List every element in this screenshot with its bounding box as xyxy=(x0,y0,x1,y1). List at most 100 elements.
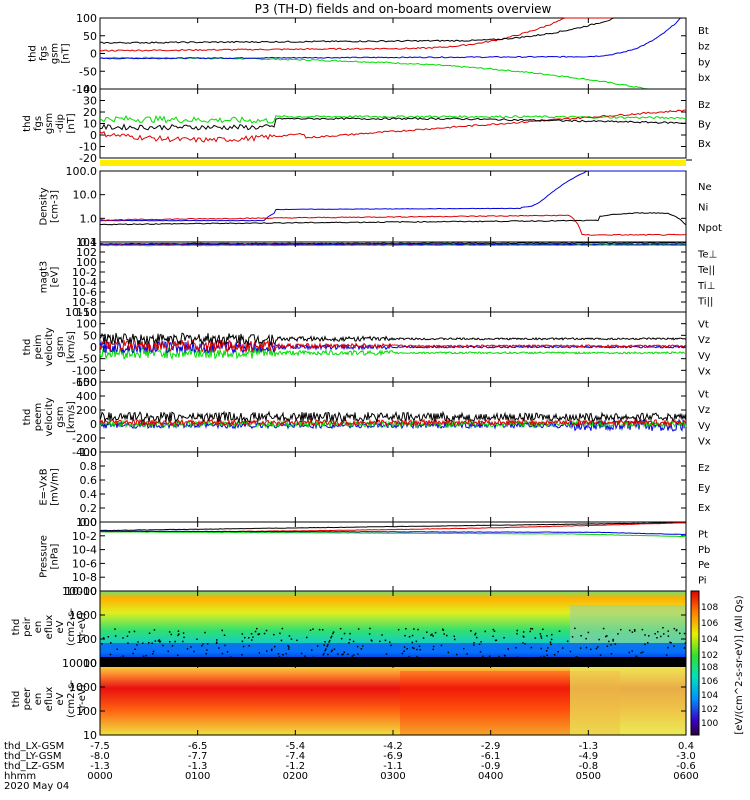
p9-speck xyxy=(612,638,614,641)
p9-speck xyxy=(656,637,658,639)
p9-speck xyxy=(331,649,333,652)
p9-speck xyxy=(562,647,564,649)
p9-speck xyxy=(540,637,543,639)
footer-row-label: thd_LZ-GSM xyxy=(4,761,65,772)
p9-speck xyxy=(389,641,391,643)
p9-speck xyxy=(273,633,275,636)
series-ne xyxy=(99,214,687,236)
footer-value: 0500 xyxy=(576,771,601,782)
p9-speck xyxy=(642,651,644,653)
y-tick-label: -150 xyxy=(72,376,97,389)
y-tick-label: 0 xyxy=(90,418,97,431)
p9-speck xyxy=(280,639,283,642)
p9-speck xyxy=(654,633,656,635)
y-tick-label: 104 xyxy=(76,236,97,249)
p9-speck xyxy=(522,631,525,633)
y-axis-label: en xyxy=(33,693,44,706)
footer-value: -1.3 xyxy=(90,761,110,772)
p9-speck xyxy=(304,655,306,657)
p9-speck xyxy=(290,638,293,640)
y-axis-label: thd xyxy=(22,339,33,356)
panel-p9: 10000 1000 100 10 thd peir en eflux eV (cm2-s-sr-… xyxy=(11,585,687,670)
p2-frame xyxy=(99,88,687,159)
series-pi xyxy=(99,530,687,536)
colorbar-tick: 108 xyxy=(701,663,718,673)
p9-speck xyxy=(322,654,325,656)
p9-speck xyxy=(595,647,598,650)
p9-speck xyxy=(539,656,542,658)
y-tick-label: 1000 xyxy=(69,681,97,694)
p9-speck xyxy=(405,628,407,630)
p9-speck xyxy=(667,630,669,632)
p9-speck xyxy=(327,656,330,659)
p9-speck xyxy=(558,630,561,632)
p9-speck xyxy=(602,627,605,630)
y-tick-label: 10-4 xyxy=(72,544,97,557)
p9-speck xyxy=(159,641,161,643)
p9-speck xyxy=(403,646,406,648)
y-axis-label: (cm2-s- xyxy=(66,680,77,718)
legend-te⊥: Te⊥ xyxy=(697,250,717,261)
y-tick-label: 10-10 xyxy=(65,306,97,319)
y-axis-label: eV xyxy=(55,692,66,705)
p9-speck xyxy=(116,648,118,650)
y-tick-label: 10-4 xyxy=(72,276,97,289)
y-axis-label: thd xyxy=(22,409,33,426)
y-tick-label: 30 xyxy=(83,95,97,108)
series-bx xyxy=(99,17,686,60)
colorbar-tick: 102 xyxy=(701,651,718,661)
legend-ti||: Ti|| xyxy=(697,296,713,307)
y-tick-label: 10-6 xyxy=(72,286,97,299)
p9-speck xyxy=(330,650,333,653)
p9-speck xyxy=(530,627,532,630)
p9-speck xyxy=(493,630,496,632)
p9-speck xyxy=(169,641,171,643)
p9-speck xyxy=(323,652,325,655)
p9-speck xyxy=(183,636,185,639)
p9-speck xyxy=(252,636,254,638)
p9-speck xyxy=(177,630,180,632)
p9-speck xyxy=(158,639,161,641)
figure-title: P3 (TH-D) fields and on-board moments ov… xyxy=(255,2,552,16)
p9-speck xyxy=(683,632,686,635)
p9-speck xyxy=(356,645,359,648)
y-axis-label: [cm-3] xyxy=(50,190,61,223)
p9-speck xyxy=(432,635,434,637)
y-tick-label: 1.0 xyxy=(80,446,98,459)
p9-speck xyxy=(110,642,112,644)
p9-speck xyxy=(324,649,326,652)
p9-speck xyxy=(306,636,308,639)
p9-speck xyxy=(631,650,633,652)
footer-value: 0.4 xyxy=(678,741,694,752)
y-tick-label: 10000 xyxy=(62,657,97,670)
p9-speck xyxy=(669,641,671,644)
p9-speck xyxy=(504,655,506,657)
y-axis-label: velocity xyxy=(44,397,55,436)
p9-speck xyxy=(349,632,351,635)
y-tick-label: 100 xyxy=(76,705,97,718)
y-tick-label: 102 xyxy=(76,246,97,259)
p9-speck xyxy=(492,635,494,638)
colorbar-tick: 100 xyxy=(701,719,718,729)
p9-speck xyxy=(534,637,537,639)
y-tick-label: 0.8 xyxy=(80,460,98,473)
p9-speck xyxy=(357,653,359,655)
y-tick-label: 1.0 xyxy=(80,212,98,225)
p9-speck xyxy=(545,650,548,652)
legend-bt: Bt xyxy=(698,26,709,37)
p9-speck xyxy=(606,645,609,647)
series-bx xyxy=(99,117,687,131)
p9-speck xyxy=(254,630,257,633)
p9-speck xyxy=(109,653,112,656)
p9-speck xyxy=(442,628,444,631)
p9-speck xyxy=(351,655,353,657)
y-tick-label: -20 xyxy=(79,152,97,165)
colorbar-tick: 106 xyxy=(701,619,718,629)
y-tick-label: 0.2 xyxy=(80,502,98,515)
series-vz xyxy=(99,417,686,428)
y-axis-label: [km/s] xyxy=(66,401,77,433)
y-axis-label: thd xyxy=(22,115,33,132)
legend-by: By xyxy=(698,120,711,131)
p9-speck xyxy=(145,654,147,657)
